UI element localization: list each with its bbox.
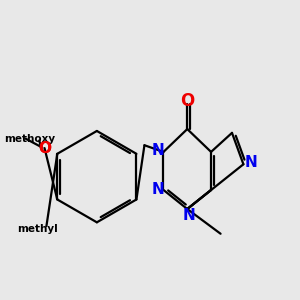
Text: O: O [180,92,194,110]
Text: methyl: methyl [17,224,58,234]
Text: O: O [38,141,51,156]
Text: N: N [244,155,257,170]
Text: methoxy: methoxy [4,134,55,144]
Text: N: N [182,208,195,223]
Text: N: N [152,143,165,158]
Text: O: O [38,141,51,156]
Text: N: N [152,182,164,197]
